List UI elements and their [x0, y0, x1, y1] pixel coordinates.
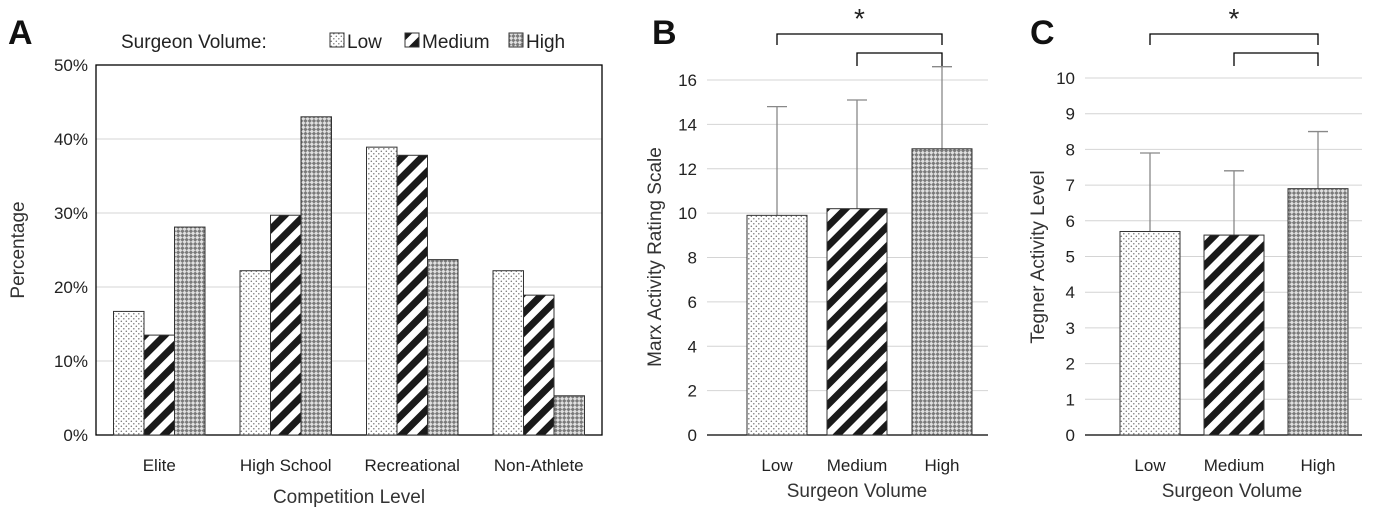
bar-medium: [270, 214, 302, 436]
y-tick-label: 0%: [63, 426, 88, 445]
bar-medium: [396, 154, 428, 436]
y-tick-label: 2: [1066, 355, 1075, 374]
y-axis-label: Marx Activity Rating Scale: [645, 147, 666, 367]
x-tick-label: Recreational: [365, 456, 460, 475]
significance-marker: *: [854, 3, 865, 34]
x-tick-label: High School: [240, 456, 332, 475]
x-tick-label: High: [925, 456, 960, 475]
bar-low: [366, 146, 398, 436]
significance-bracket-medium-high: [856, 52, 943, 66]
y-tick-label: 10%: [54, 352, 88, 371]
bar-high: [553, 395, 585, 436]
y-tick-label: 20%: [54, 278, 88, 297]
y-tick-label: 4: [688, 337, 697, 356]
bar-medium: [523, 294, 555, 436]
y-tick-label: 0: [1066, 426, 1075, 445]
x-axis-label: Competition Level: [273, 487, 425, 507]
y-tick-label: 9: [1066, 105, 1075, 124]
panel-a-chart: 0% 10% 20% 30% 40% 50% Elite High School Recreat…: [8, 14, 603, 507]
legend-swatch-high: [508, 32, 524, 48]
x-tick-label: Non-Athlete: [494, 456, 584, 475]
bar-low: [1119, 231, 1181, 436]
y-tick-label: 50%: [54, 56, 88, 75]
y-tick-label: 40%: [54, 130, 88, 149]
y-tick-label: 3: [1066, 319, 1075, 338]
x-tick-label: Low: [761, 456, 793, 475]
panel-b-chart: 0 2 4 6 8 10 12 14 16 Low Medium High Surgeon Volume…: [645, 3, 988, 502]
bar-medium: [1203, 234, 1265, 436]
bar-medium: [826, 208, 888, 436]
bar-low: [746, 214, 808, 436]
legend-swatch-low: [329, 32, 345, 48]
y-axis-label: Tegner Activity Level: [1028, 170, 1049, 343]
bar-low: [113, 310, 145, 436]
bar-high: [427, 259, 459, 436]
legend-label-high: High: [526, 32, 565, 53]
significance-marker: *: [1229, 3, 1240, 34]
y-tick-label: 4: [1066, 283, 1075, 302]
y-tick-label: 10: [678, 204, 697, 223]
x-tick-label: Low: [1134, 456, 1166, 475]
y-tick-label: 30%: [54, 204, 88, 223]
panel-label: C: [1030, 14, 1055, 52]
bar-medium: [143, 334, 175, 436]
x-tick-label: Medium: [1204, 456, 1264, 475]
y-tick-label: 7: [1066, 176, 1075, 195]
panel-c-chart: 0 1 2 3 4 5 6 7 8 9 10 Low Medium High Surgeon Volume T…: [1028, 3, 1362, 502]
legend-label-low: Low: [347, 32, 382, 53]
x-tick-label: Medium: [827, 456, 887, 475]
significance-bracket-medium-high: [1233, 52, 1319, 66]
y-tick-label: 12: [678, 160, 697, 179]
x-tick-label: High: [1301, 456, 1336, 475]
significance-bracket-low-high: [776, 33, 943, 45]
bar-high: [1287, 188, 1349, 436]
bar-low: [239, 270, 271, 436]
y-axis-label: Percentage: [8, 201, 29, 298]
legend-title: Surgeon Volume:: [121, 32, 267, 53]
legend-label-medium: Medium: [422, 32, 490, 53]
plot-frame: [95, 64, 603, 436]
y-tick-label: 10: [1056, 69, 1075, 88]
y-tick-label: 2: [688, 382, 697, 401]
y-tick-label: 1: [1066, 390, 1075, 409]
y-tick-label: 6: [688, 293, 697, 312]
x-axis-label: Surgeon Volume: [787, 481, 928, 502]
x-axis-label: Surgeon Volume: [1162, 481, 1303, 502]
y-tick-label: 0: [688, 426, 697, 445]
y-tick-label: 6: [1066, 212, 1075, 231]
bar-low: [492, 270, 524, 436]
y-tick-label: 5: [1066, 248, 1075, 267]
significance-bracket-low-high: [1149, 33, 1319, 45]
x-tick-label: Elite: [143, 456, 176, 475]
panel-label: A: [8, 14, 33, 52]
y-tick-label: 8: [688, 249, 697, 268]
y-tick-label: 16: [678, 71, 697, 90]
legend-swatch-medium: [404, 32, 420, 48]
panel-label: B: [652, 14, 677, 52]
y-tick-label: 8: [1066, 140, 1075, 159]
bar-high: [911, 148, 973, 436]
y-tick-label: 14: [678, 115, 697, 134]
bar-high: [300, 116, 332, 436]
bar-high: [174, 226, 206, 436]
